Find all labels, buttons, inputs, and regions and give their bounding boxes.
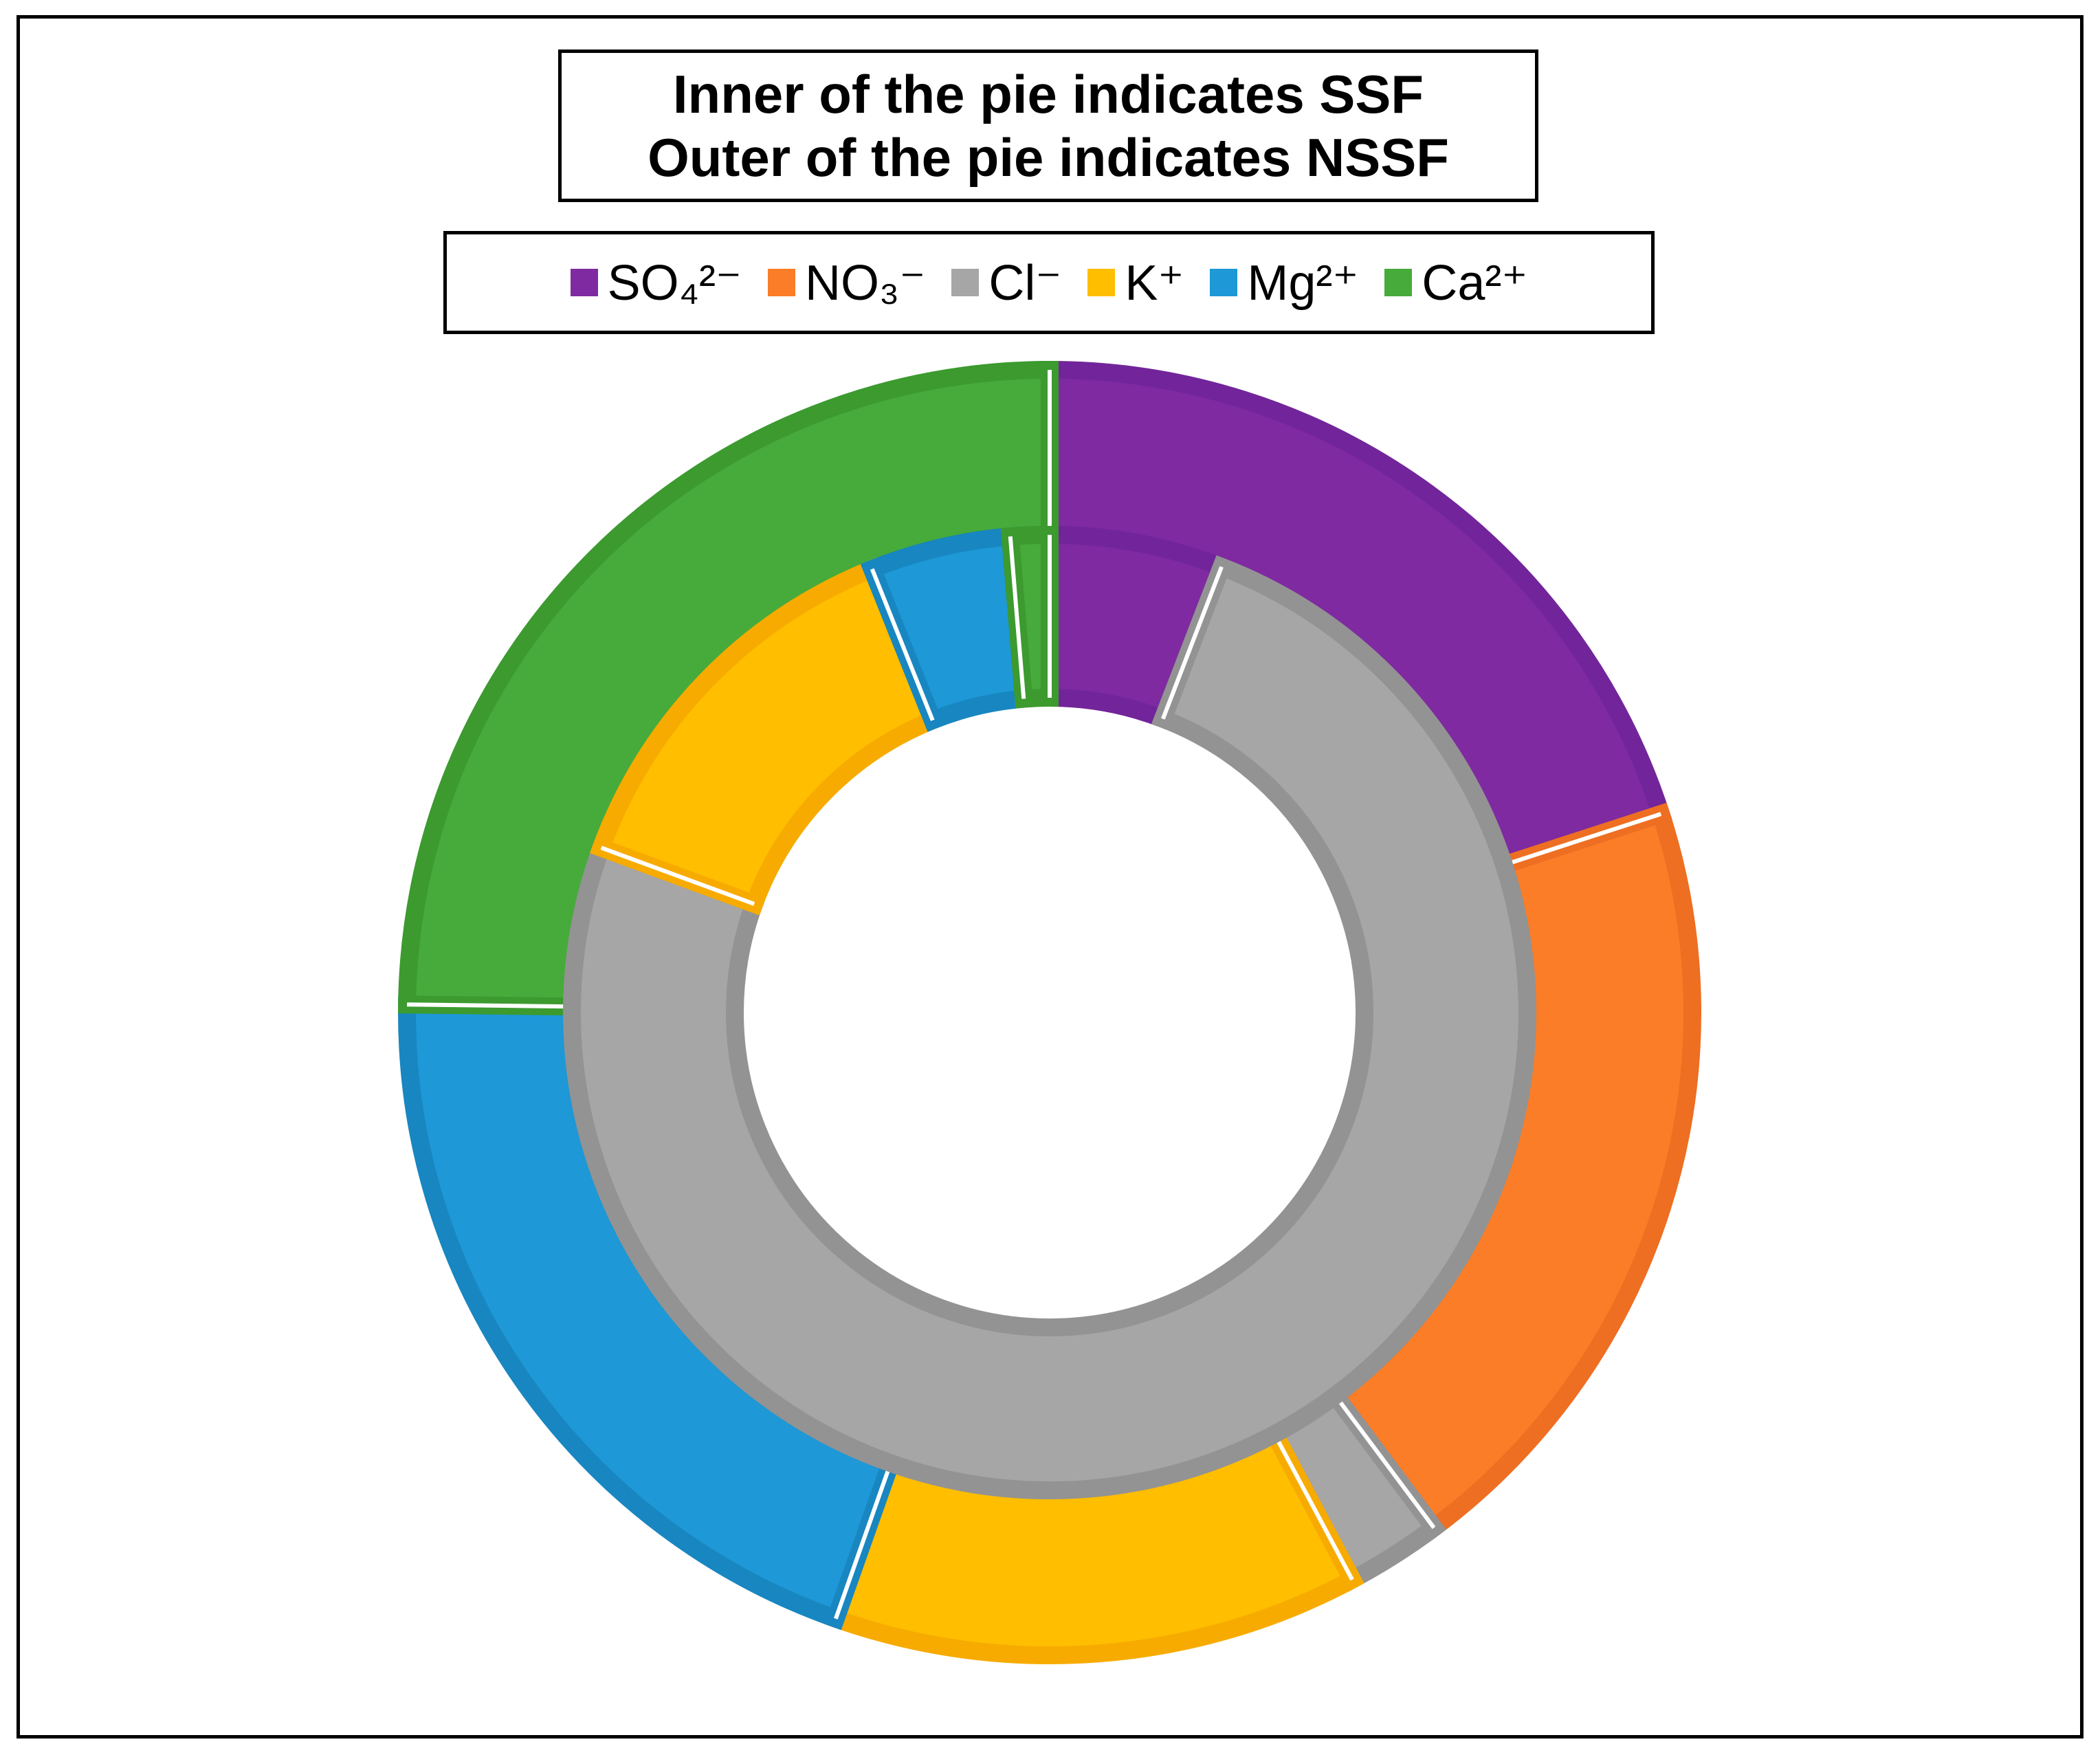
legend-swatch bbox=[951, 269, 980, 296]
outer-slice-separator bbox=[407, 1002, 573, 1009]
outer-slice-separator bbox=[1334, 1394, 1436, 1530]
legend-item-ca: Ca²⁺ bbox=[1384, 254, 1527, 311]
legend-item-mg: Mg²⁺ bbox=[1210, 254, 1358, 311]
legend-label: K⁺ bbox=[1125, 256, 1184, 311]
legend-swatch bbox=[1210, 269, 1238, 296]
inner-slice-separator bbox=[870, 568, 935, 721]
legend-label: NO₃⁻ bbox=[805, 256, 926, 311]
legend-item-so4: SO₄²⁻ bbox=[570, 254, 742, 311]
legend-item-cl: Cl⁻ bbox=[951, 254, 1061, 311]
legend-swatch bbox=[768, 269, 795, 296]
legend-label: Mg²⁺ bbox=[1247, 256, 1359, 311]
legend-swatch bbox=[1087, 269, 1116, 296]
legend-item-no3: NO₃⁻ bbox=[768, 254, 925, 311]
chart-title: Inner of the pie indicates SSF Outer of … bbox=[558, 49, 1538, 202]
title-line-1: Inner of the pie indicates SSF bbox=[672, 64, 1424, 124]
legend-swatch bbox=[1384, 269, 1413, 296]
inner-slice-separator bbox=[1161, 566, 1224, 720]
legend-label: Ca²⁺ bbox=[1422, 256, 1528, 311]
outer-slice-separator bbox=[1503, 812, 1662, 868]
outer-slice-separator bbox=[1272, 1433, 1354, 1581]
outer-slice-separator bbox=[833, 1462, 893, 1620]
chart-legend: SO₄²⁻ NO₃⁻ Cl⁻ K⁺ Mg²⁺ Ca²⁺ bbox=[443, 231, 1655, 334]
inner-slice-separator bbox=[1008, 536, 1026, 699]
legend-item-k: K⁺ bbox=[1087, 254, 1184, 311]
inner-ring bbox=[563, 525, 1536, 1499]
legend-swatch bbox=[570, 269, 598, 296]
inner-slice-separator bbox=[600, 846, 755, 906]
inner-slice-cl bbox=[563, 555, 1536, 1499]
legend-label: Cl⁻ bbox=[988, 256, 1062, 311]
legend-label: SO₄²⁻ bbox=[607, 256, 742, 311]
title-line-2: Outer of the pie indicates NSSF bbox=[648, 127, 1449, 188]
